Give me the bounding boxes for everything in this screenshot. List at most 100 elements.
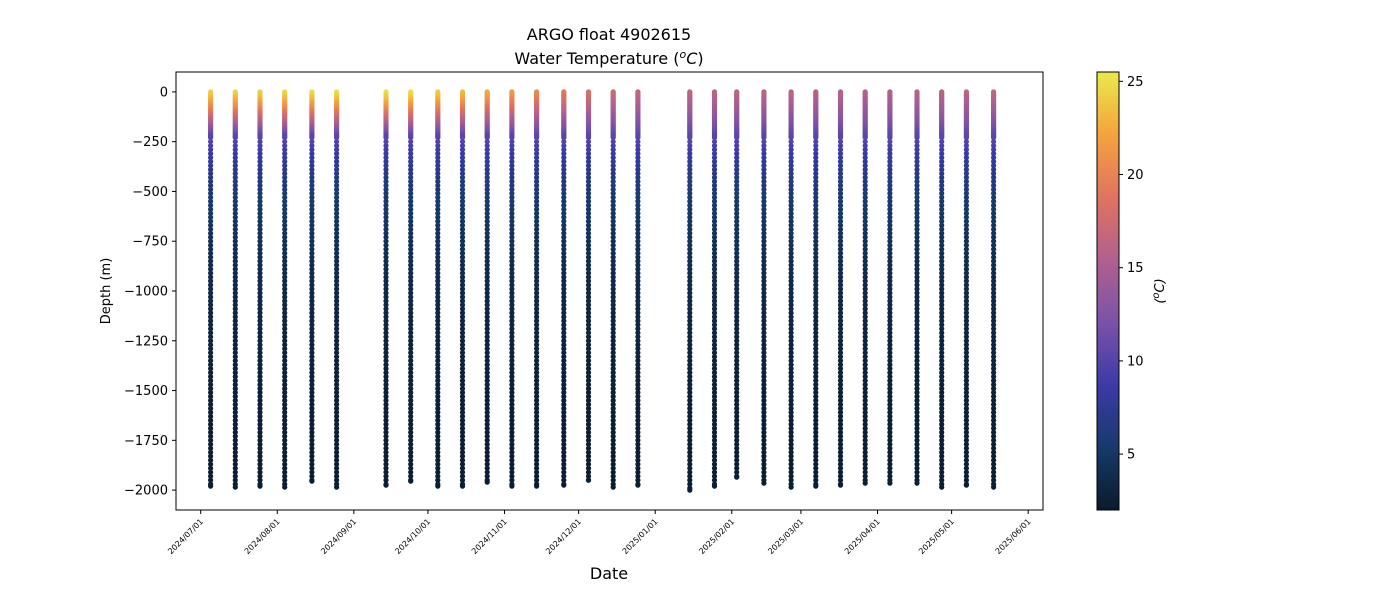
- data-point: [635, 266, 641, 272]
- data-point: [334, 314, 340, 320]
- data-point: [309, 234, 315, 240]
- data-point: [408, 222, 414, 228]
- data-point: [383, 198, 389, 204]
- data-point: [257, 298, 263, 304]
- data-point: [687, 437, 693, 443]
- data-point: [734, 457, 740, 463]
- data-point: [610, 242, 616, 248]
- data-point: [383, 182, 389, 189]
- data-point: [534, 298, 540, 304]
- data-point: [257, 159, 263, 165]
- data-point: [585, 405, 592, 412]
- data-point: [282, 186, 288, 193]
- data-point: [408, 469, 414, 475]
- colorbar-label: (oC): [1151, 278, 1168, 303]
- data-point: [561, 246, 567, 252]
- chart-subtitle-unit: oC: [679, 48, 698, 68]
- data-point: [484, 282, 490, 288]
- data-point: [509, 413, 515, 419]
- data-point: [761, 194, 767, 200]
- data-point: [561, 378, 567, 384]
- data-point: [561, 473, 567, 479]
- data-point: [408, 206, 414, 212]
- data-point: [561, 286, 567, 292]
- data-point: [509, 159, 515, 165]
- x-tick-label: 2025/02/01: [697, 517, 736, 556]
- data-point: [711, 159, 718, 165]
- data-point: [561, 278, 567, 284]
- data-point: [635, 230, 641, 236]
- data-point: [435, 350, 441, 356]
- data-point: [334, 342, 340, 348]
- data-point: [509, 290, 515, 296]
- data-point: [711, 214, 718, 220]
- data-point: [232, 258, 238, 264]
- data-point: [509, 262, 515, 268]
- data-point: [734, 194, 740, 200]
- data-point: [534, 425, 540, 431]
- data-point: [208, 453, 214, 459]
- data-point: [459, 413, 466, 419]
- data-point: [687, 386, 693, 392]
- data-point: [610, 484, 616, 490]
- data-point: [734, 163, 740, 169]
- data-point: [711, 170, 718, 177]
- data-point: [509, 246, 515, 252]
- data-point: [232, 210, 238, 216]
- data-point: [509, 326, 515, 332]
- data-point: [459, 262, 466, 268]
- data-point: [232, 143, 238, 149]
- data-point: [435, 354, 441, 360]
- data-point: [734, 290, 740, 296]
- data-point: [334, 155, 340, 161]
- data-point: [534, 226, 540, 232]
- data-point: [610, 298, 616, 304]
- data-point: [534, 338, 540, 344]
- data-point: [459, 282, 466, 288]
- data-point: [761, 182, 767, 189]
- data-point: [309, 302, 315, 308]
- data-point: [561, 262, 567, 268]
- data-point: [484, 290, 490, 296]
- data-point: [408, 202, 414, 208]
- profile-20: [734, 89, 740, 480]
- data-point: [282, 266, 288, 272]
- data-point: [761, 362, 767, 368]
- data-point: [534, 366, 540, 372]
- data-point: [687, 318, 693, 324]
- data-point: [635, 147, 641, 153]
- data-point: [282, 393, 288, 400]
- data-point: [734, 258, 740, 264]
- data-point: [208, 342, 214, 348]
- data-point: [734, 214, 740, 220]
- data-point: [257, 266, 263, 272]
- data-point: [509, 286, 515, 292]
- data-point: [459, 318, 466, 324]
- data-point: [208, 401, 214, 408]
- data-point: [484, 206, 490, 212]
- data-point: [561, 314, 567, 320]
- data-point: [232, 270, 238, 276]
- data-point: [459, 194, 466, 200]
- data-point: [711, 262, 718, 268]
- data-point: [585, 258, 592, 264]
- data-point: [334, 298, 340, 304]
- data-point: [257, 190, 263, 196]
- data-point: [309, 393, 315, 400]
- data-point: [610, 409, 616, 415]
- data-point: [282, 258, 288, 264]
- data-point: [208, 457, 214, 463]
- data-point: [561, 182, 567, 189]
- data-point: [610, 433, 616, 439]
- data-point: [734, 350, 740, 356]
- data-point: [232, 350, 238, 356]
- data-point: [687, 389, 693, 396]
- data-point: [334, 306, 340, 312]
- data-point: [334, 258, 340, 264]
- data-point: [635, 482, 641, 488]
- data-point: [282, 238, 288, 244]
- data-point: [561, 174, 567, 181]
- data-point: [282, 330, 288, 336]
- data-point: [435, 334, 441, 340]
- data-point: [208, 246, 214, 252]
